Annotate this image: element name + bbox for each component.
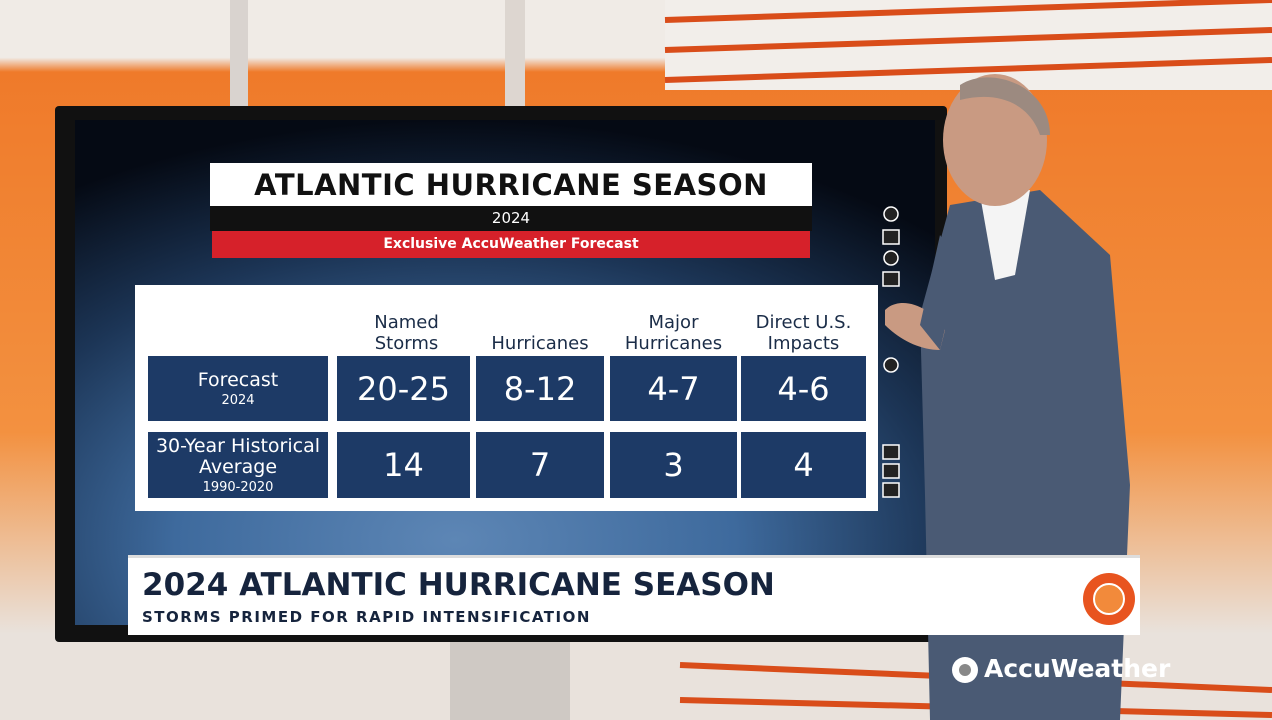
table-cell: 7 — [476, 432, 604, 498]
table-cell: 3 — [610, 432, 737, 498]
table-cell: 4-7 — [610, 356, 737, 421]
tool-icons — [882, 206, 900, 498]
table-cell: 20-25 — [337, 356, 470, 421]
row-label: Forecast 2024 — [148, 356, 328, 421]
table-cell: 4-6 — [741, 356, 866, 421]
logo-text: AccuWeather — [984, 654, 1171, 683]
graphic-year: 2024 — [210, 206, 812, 231]
row-label-text: Forecast — [197, 368, 279, 391]
row-label: 30-Year Historical Average 1990-2020 — [148, 432, 328, 498]
sun-icon — [1083, 573, 1135, 625]
lower-third-title: 2024 ATLANTIC HURRICANE SEASON — [142, 567, 775, 603]
row-label-text: 30-Year Historical Average — [155, 434, 321, 478]
table-cell: 4 — [741, 432, 866, 498]
column-header-text: Named Storms — [374, 312, 439, 354]
row-sublabel: 2024 — [221, 392, 255, 408]
column-header: Direct U.S. Impacts — [741, 300, 866, 354]
column-header: Major Hurricanes — [610, 300, 737, 354]
graphic-title: ATLANTIC HURRICANE SEASON FORECAST — [210, 163, 812, 246]
graphic-subtitle: Exclusive AccuWeather Forecast — [212, 231, 810, 258]
column-header-text: Hurricanes — [491, 333, 589, 354]
column-header: Hurricanes — [476, 300, 604, 354]
table-cell: 8-12 — [476, 356, 604, 421]
lower-third — [128, 555, 1140, 635]
table-cell: 14 — [337, 432, 470, 498]
lower-third-subtitle: STORMS PRIMED FOR RAPID INTENSIFICATION — [142, 608, 591, 626]
column-header-text: Major Hurricanes — [624, 312, 723, 354]
column-header: Named Storms — [343, 300, 470, 354]
column-header-text: Direct U.S. Impacts — [755, 312, 852, 354]
row-sublabel: 1990-2020 — [202, 479, 274, 495]
logo-mark — [952, 657, 978, 683]
